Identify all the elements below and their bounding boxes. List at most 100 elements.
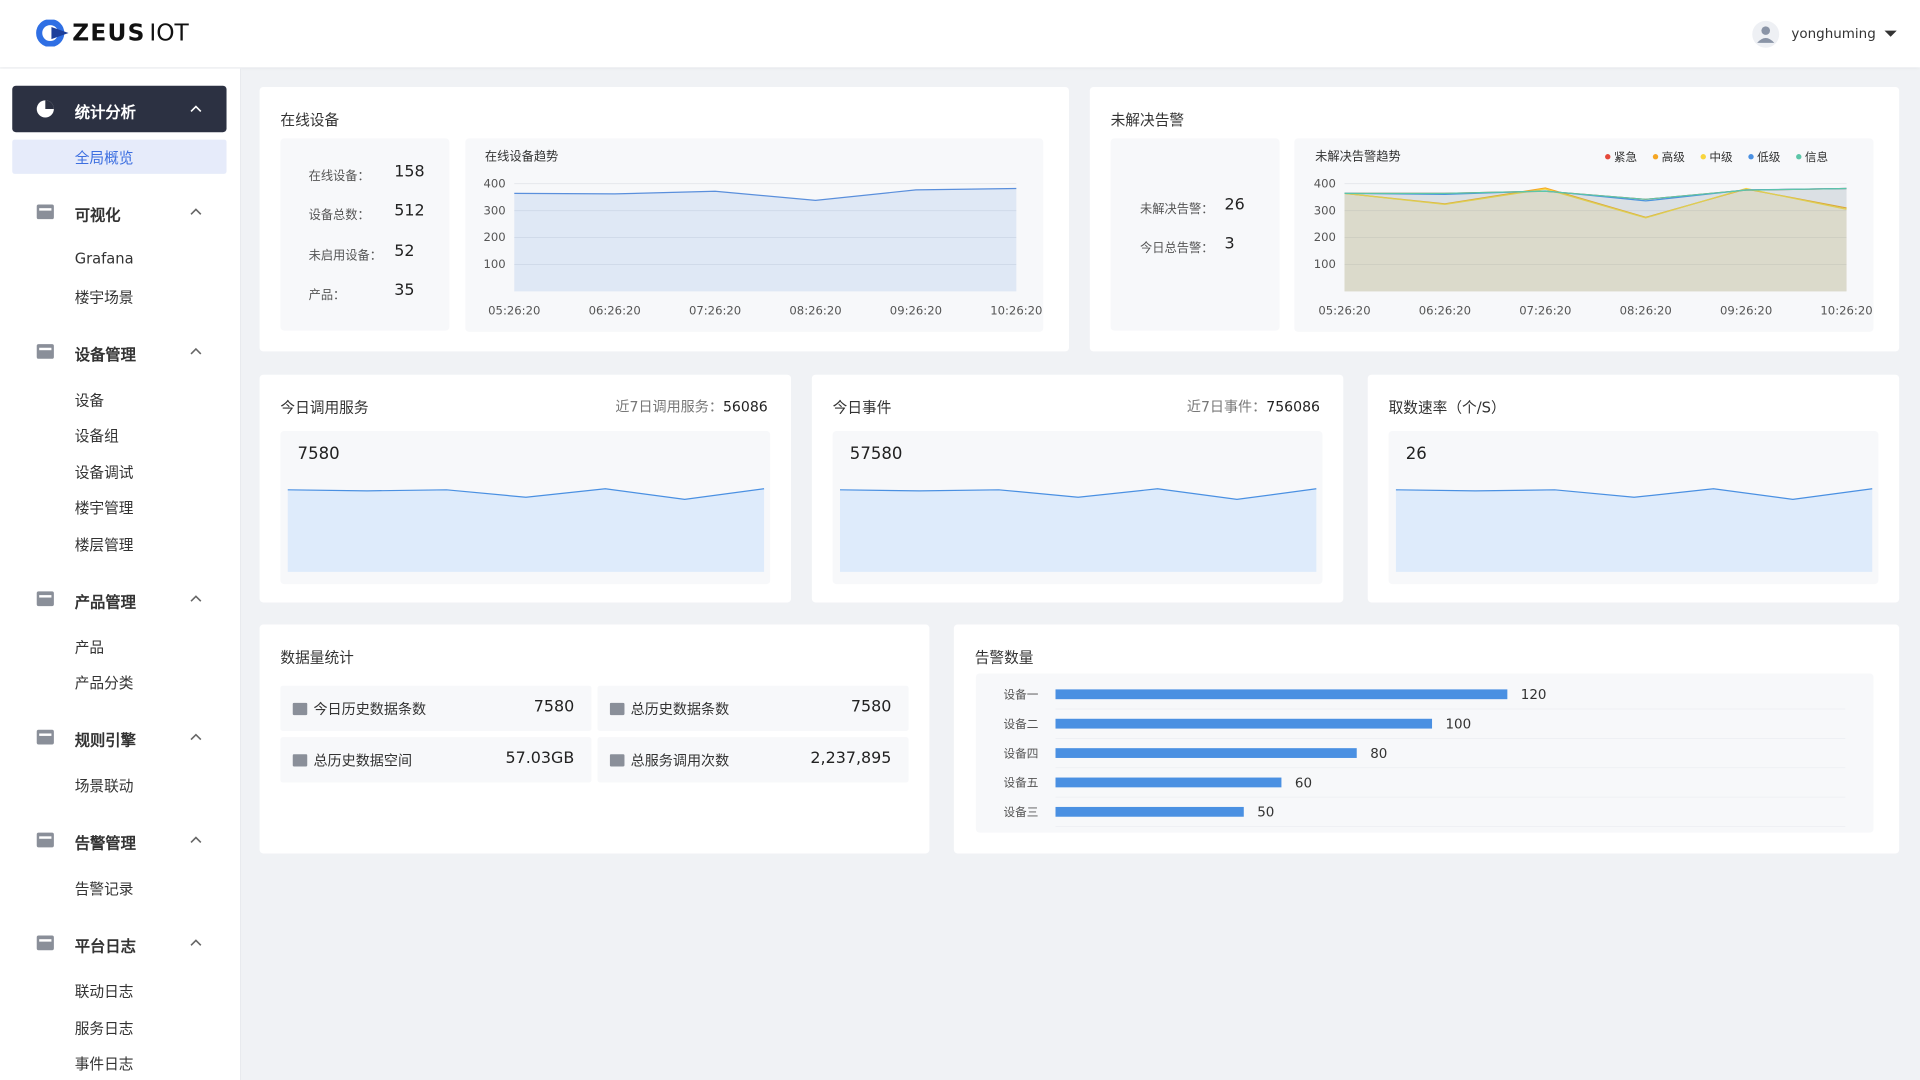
menu-item[interactable]: 设备组 — [74, 427, 119, 445]
chevron[interactable] — [190, 938, 202, 948]
menu-group[interactable]: 规则引擎 — [74, 731, 136, 750]
card-title: 在线设备 — [280, 111, 340, 129]
stat-cell: 总历史数据空间 57.03GB — [280, 737, 592, 783]
icon-shape — [36, 729, 54, 745]
legend-dot — [1700, 154, 1706, 160]
stat-label: 产品： — [308, 288, 346, 303]
sparkline — [1395, 488, 1873, 572]
menu-item[interactable]: 设备 — [74, 391, 105, 409]
stat-value: 512 — [394, 202, 425, 221]
y-tick-label: 300 — [1314, 203, 1336, 217]
category-label: 设备三 — [1003, 805, 1038, 819]
icon-shape — [292, 702, 308, 716]
icon-shape — [45, 100, 54, 109]
username[interactable]: yonghuming — [1791, 25, 1876, 42]
today-value: 7580 — [297, 444, 340, 465]
category-label: 设备一 — [1003, 688, 1038, 702]
menu-item[interactable]: 告警记录 — [74, 880, 134, 898]
icon-shape — [39, 939, 52, 942]
menu-item[interactable]: 事件日志 — [74, 1055, 134, 1073]
menu-group[interactable]: 平台日志 — [74, 936, 136, 956]
menu-item[interactable]: 设备调试 — [74, 463, 134, 481]
legend-label[interactable]: 低级 — [1757, 150, 1781, 164]
chevron[interactable] — [190, 732, 202, 742]
x-tick-label: 05:26:20 — [488, 304, 540, 318]
logo-text: ZEUS — [72, 19, 146, 47]
header: ZEUS IOT yonghuming — [0, 0, 1920, 68]
line-chart: 在线设备趋势 100 200 300 400 05:26:20 06:26:20 07:26:… — [484, 149, 1043, 318]
menu-item[interactable]: 产品 — [74, 638, 105, 656]
menu-item[interactable]: 楼宇场景 — [74, 288, 134, 306]
icon-shape — [39, 733, 52, 736]
bar — [1055, 748, 1357, 758]
x-tick-label: 10:26:20 — [990, 304, 1042, 318]
menu-icon — [36, 100, 54, 118]
rate-card: 取数速率（个/S） 26 — [1367, 374, 1900, 603]
stat-value: 35 — [394, 281, 415, 301]
x-tick-label: 09:26:20 — [890, 304, 942, 318]
x-tick-label: 07:26:20 — [689, 304, 741, 318]
x-tick-label: 06:26:20 — [1419, 304, 1471, 318]
stat-label: 在线设备： — [308, 170, 370, 184]
y-tick-label: 400 — [1314, 176, 1336, 190]
icon-shape — [609, 754, 625, 767]
stat-cell: 总历史数据条数 7580 — [597, 685, 909, 732]
icon-shape — [39, 594, 52, 597]
line — [287, 488, 765, 501]
user-caret[interactable] — [1884, 29, 1897, 39]
chart-title: 未解决告警趋势 — [1315, 148, 1401, 163]
area — [840, 488, 1317, 572]
chevron[interactable] — [190, 207, 202, 217]
area — [514, 188, 1017, 292]
menu-group[interactable]: 设备管理 — [74, 344, 136, 364]
avatar[interactable] — [1751, 20, 1780, 49]
chevron[interactable] — [190, 346, 202, 356]
card-title: 数据量统计 — [280, 648, 354, 667]
week-value: 56086 — [722, 397, 768, 416]
area — [1344, 188, 1847, 292]
legend-label[interactable]: 紧急 — [1614, 150, 1638, 164]
menu-icon — [36, 204, 54, 220]
menu-icon — [36, 343, 54, 359]
alarm-count-card: 告警数量 设备一 120 设备二 100 设备四 80 设备五 60 设备三 50 — [953, 624, 1900, 854]
legend-label[interactable]: 高级 — [1662, 150, 1686, 164]
chevron[interactable] — [190, 835, 202, 845]
menu-item[interactable]: 产品分类 — [74, 674, 134, 692]
stat-label: 今日历史数据条数 — [313, 700, 427, 718]
value-label: 100 — [1446, 718, 1472, 733]
card-title: 未解决告警 — [1110, 111, 1185, 129]
today-value: 26 — [1405, 444, 1427, 465]
line — [839, 488, 1317, 501]
menu-group[interactable]: 告警管理 — [74, 833, 136, 853]
chevron[interactable] — [190, 104, 202, 114]
stat-value: 3 — [1224, 235, 1235, 254]
menu-item[interactable]: 楼宇管理 — [74, 499, 134, 517]
icon-shape — [36, 832, 54, 848]
menu-item[interactable]: 楼层管理 — [74, 535, 134, 553]
legend-label[interactable]: 中级 — [1709, 150, 1733, 164]
stat-label: 总服务调用次数 — [630, 751, 730, 769]
menu-item[interactable]: 全局概览 — [74, 149, 134, 167]
category-label: 设备二 — [1003, 717, 1038, 731]
menu-item[interactable]: 联动日志 — [74, 983, 134, 1001]
services-card: 今日调用服务 近7日调用服务：56086 7580 — [259, 374, 792, 603]
chevron[interactable] — [190, 593, 202, 603]
online-card: 在线设备 在线设备： 158 设备总数： 512 未启用设备： 52 产品： 35 在线设备趋… — [259, 86, 1069, 352]
legend-dot — [1748, 154, 1754, 160]
icon-shape — [36, 204, 54, 220]
menu-item[interactable]: 场景联动 — [74, 777, 134, 795]
legend-label[interactable]: 信息 — [1805, 150, 1828, 164]
icon-shape — [39, 347, 52, 350]
card-title: 今日调用服务 — [280, 399, 369, 417]
icon-shape — [36, 935, 54, 951]
menu-icon — [36, 832, 54, 848]
menu-group[interactable]: 产品管理 — [74, 592, 136, 611]
menu-item[interactable]: Grafana — [74, 249, 134, 267]
area — [1344, 188, 1847, 292]
menu-group[interactable]: 可视化 — [74, 205, 121, 225]
menu-group[interactable]: 统计分析 — [74, 102, 136, 122]
menu-item[interactable]: 服务日志 — [74, 1019, 134, 1037]
y-tick-label: 100 — [1314, 257, 1336, 271]
legend-dot — [1796, 154, 1802, 160]
sparkline — [839, 488, 1317, 572]
